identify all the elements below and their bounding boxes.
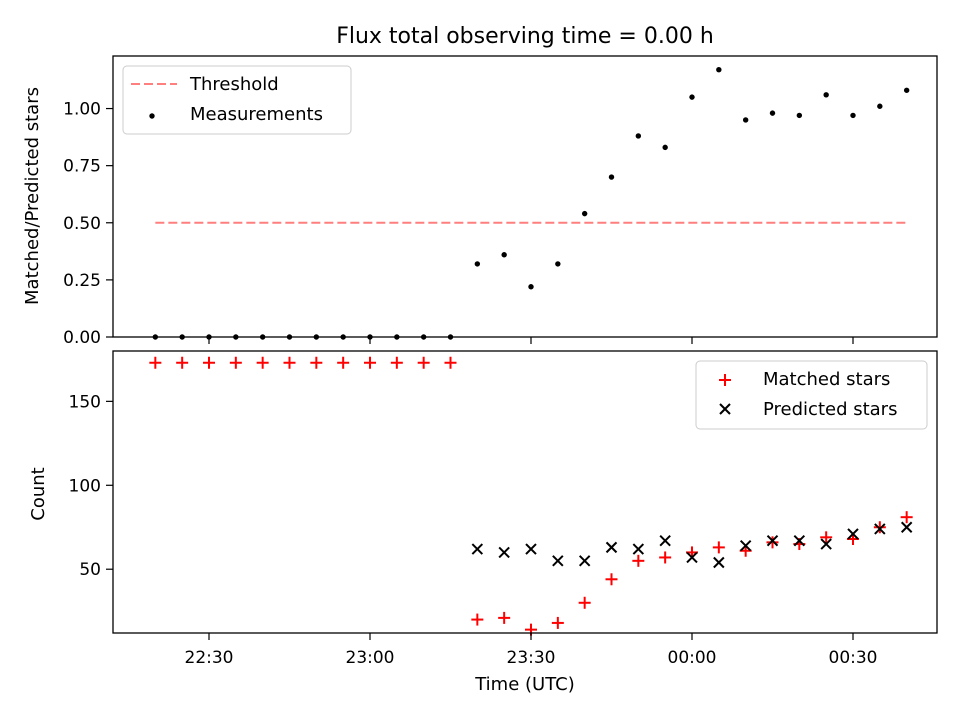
measurement-point [823, 92, 829, 98]
measurement-point [662, 144, 668, 151]
measurement-point [474, 261, 481, 267]
matched-star-point [256, 356, 269, 369]
predicted-star-point [820, 538, 832, 550]
measurement-point [769, 110, 776, 116]
predicted-star-point [874, 523, 886, 535]
measurement-point [528, 284, 534, 290]
top-y-tick-label: 0.25 [63, 271, 101, 291]
predicted-star-point [471, 543, 484, 555]
bottom-y-tick-label: 150 [69, 392, 101, 412]
bottom-x-tick-label: 00:30 [829, 648, 878, 668]
measurement-point [635, 133, 642, 139]
top-y-tick-label: 0.00 [63, 328, 101, 348]
bottom-axes-frame [112, 350, 938, 634]
predicted-legend-label: Predicted stars [763, 399, 897, 420]
predicted-star-point [900, 521, 913, 533]
matched-star-point [203, 356, 215, 369]
predicted-star-point [739, 540, 752, 552]
measurement-point [689, 94, 695, 100]
top-panel: 0.00 0.25 0.50 0.75 1.00 Matched/Predicted s… [22, 55, 938, 348]
matched-star-point [820, 531, 833, 544]
matched-star-point [605, 573, 618, 586]
measurement-point [608, 174, 615, 180]
predicted-star-point [686, 551, 698, 564]
bottom-x-axis-label: Time (UTC) [474, 674, 575, 695]
matched-star-point [766, 536, 779, 549]
measurement-point [850, 112, 856, 119]
measurement-point [555, 261, 561, 267]
bottom-x-tick-label: 23:30 [507, 648, 556, 668]
measurement-point [877, 103, 883, 109]
chart-title: Flux total observing time = 0.00 h [336, 24, 714, 49]
matched-star-point [498, 611, 511, 624]
measurements-legend-label: Measurements [190, 104, 323, 125]
matched-star-point [364, 356, 376, 369]
top-y-tick-label: 1.00 [63, 100, 101, 120]
top-y-tick-label: 0.75 [63, 157, 101, 177]
bottom-y-axis: 50 100 150 [69, 392, 113, 580]
top-legend-frame [122, 65, 352, 135]
measurement-point [581, 210, 588, 217]
measurement-point [742, 117, 749, 123]
top-x-axis [208, 337, 854, 344]
predicted-star-point [498, 546, 510, 559]
matched-star-point [900, 511, 913, 524]
matched-legend-swatch [719, 374, 731, 386]
matched-star-point [176, 356, 189, 369]
matched-star-point [551, 616, 564, 629]
predicted-star-point [632, 543, 645, 555]
bottom-y-tick-label: 100 [69, 476, 101, 496]
predicted-star-point [552, 555, 564, 567]
matched-star-point [659, 551, 672, 564]
matched-star-point [390, 356, 403, 369]
predicted-star-point [847, 528, 859, 540]
measurements-legend-swatch [149, 113, 155, 119]
predicted-star-point [793, 534, 806, 547]
matched-star-point [310, 356, 323, 369]
matched-star-point [578, 596, 591, 609]
matched-star-point [632, 554, 645, 567]
predicted-star-point [525, 543, 537, 555]
bottom-legend-frame [695, 360, 928, 430]
matched-star-point [873, 521, 886, 534]
top-y-axis-label: Matched/Predicted stars [22, 87, 43, 305]
matched-star-point [149, 356, 162, 369]
measurement-point [796, 112, 803, 119]
top-legend: Threshold Measurements [122, 65, 352, 135]
predicted-star-point [713, 556, 725, 569]
top-axes-frame [112, 55, 938, 338]
matched-star-point [444, 356, 457, 369]
matched-star-point [337, 356, 350, 369]
threshold-legend-label: Threshold [189, 74, 279, 95]
bottom-y-tick-label: 50 [79, 560, 101, 580]
predicted-star-point [659, 534, 671, 547]
predicted-star-point [766, 534, 779, 547]
matched-star-point [283, 356, 296, 369]
bottom-x-tick-label: 22:30 [185, 648, 234, 668]
bottom-legend: Matched stars Predicted stars [695, 360, 928, 430]
top-y-tick-label: 0.50 [63, 214, 101, 234]
bottom-x-tick-label: 00:00 [668, 648, 717, 668]
predicted-star-point [578, 555, 591, 567]
bottom-plot-area [149, 356, 913, 636]
bottom-x-axis: 22:30 23:00 23:30 00:00 00:30 [185, 633, 878, 668]
bottom-panel: 50 100 150 22:30 23:00 23:30 00:00 00:30 Count… [28, 350, 938, 695]
top-y-axis: 0.00 0.25 0.50 0.75 1.00 [63, 100, 113, 348]
matched-star-point [712, 541, 725, 554]
measurement-point [501, 252, 507, 258]
measurement-point [903, 87, 910, 93]
predicted-legend-swatch [719, 403, 731, 415]
matched-star-point [229, 356, 242, 369]
measurement-point [716, 67, 722, 73]
matched-legend-label: Matched stars [763, 369, 890, 390]
bottom-x-tick-label: 23:00 [346, 648, 395, 668]
bottom-y-axis-label: Count [28, 467, 49, 520]
matched-star-point [417, 356, 430, 369]
matched-star-point [471, 613, 484, 626]
predicted-star-point [605, 541, 618, 554]
